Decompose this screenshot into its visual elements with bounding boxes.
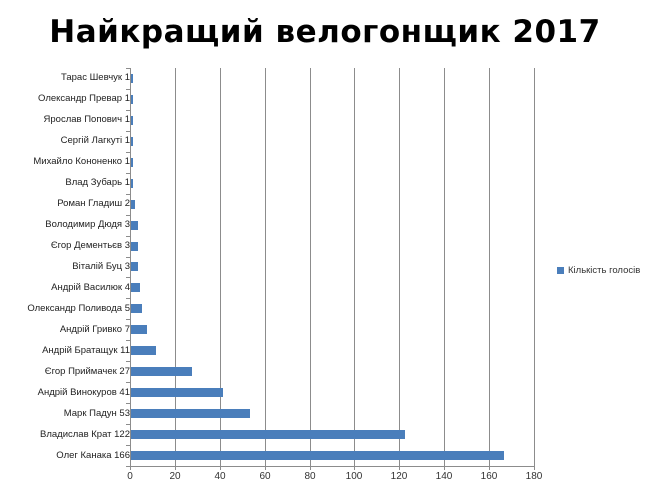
y-category-label: Сергій Лагкуті 1 xyxy=(60,135,130,146)
x-tick xyxy=(534,466,535,470)
y-tick xyxy=(126,403,130,404)
x-tick-label: 0 xyxy=(127,471,133,482)
bar xyxy=(131,409,250,418)
y-tick xyxy=(126,236,130,237)
x-tick-label: 80 xyxy=(304,471,316,482)
y-tick xyxy=(126,424,130,425)
y-tick xyxy=(126,361,130,362)
gridline xyxy=(220,68,221,466)
x-tick-label: 160 xyxy=(480,471,498,482)
bar xyxy=(131,262,138,271)
bar xyxy=(131,137,133,146)
y-category-label: Андрій Братащук 11 xyxy=(42,345,130,356)
x-tick xyxy=(130,466,131,470)
bar xyxy=(131,388,223,397)
x-tick-label: 20 xyxy=(169,471,181,482)
y-tick xyxy=(126,277,130,278)
y-category-label: Єгор Приймачек 27 xyxy=(44,366,130,377)
y-tick xyxy=(126,466,130,467)
x-tick xyxy=(265,466,266,470)
gridline xyxy=(489,68,490,466)
y-tick xyxy=(126,257,130,258)
y-tick xyxy=(126,152,130,153)
bar xyxy=(131,95,133,104)
bar xyxy=(131,304,142,313)
x-tick-label: 100 xyxy=(345,471,363,482)
gridline xyxy=(265,68,266,466)
bar xyxy=(131,283,140,292)
legend: Кількість голосів xyxy=(557,265,640,276)
y-tick xyxy=(126,445,130,446)
gridline xyxy=(354,68,355,466)
gridline xyxy=(175,68,176,466)
x-tick-label: 140 xyxy=(435,471,453,482)
legend-label: Кількість голосів xyxy=(568,265,641,276)
y-category-label: Олександр Поливода 5 xyxy=(27,303,130,314)
y-category-label: Андрій Винокуров 41 xyxy=(37,387,130,398)
bar xyxy=(131,200,135,209)
x-tick xyxy=(220,466,221,470)
x-tick xyxy=(399,466,400,470)
y-category-label: Владислав Крат 122 xyxy=(39,429,130,440)
bar xyxy=(131,346,156,355)
y-category-label: Андрій Василюк 4 xyxy=(51,282,130,293)
y-category-label: Тарас Шевчук 1 xyxy=(60,72,130,83)
y-axis xyxy=(130,68,131,466)
bar xyxy=(131,158,133,167)
y-tick xyxy=(126,131,130,132)
bar xyxy=(131,74,133,83)
bar xyxy=(131,451,504,460)
y-category-label: Володимир Дюдя 3 xyxy=(45,219,130,230)
y-category-label: Ярослав Попович 1 xyxy=(43,114,130,125)
x-tick-label: 60 xyxy=(259,471,271,482)
y-tick xyxy=(126,319,130,320)
y-category-label: Роман Гладиш 2 xyxy=(57,198,130,209)
y-category-label: Марк Падун 53 xyxy=(63,408,130,419)
legend-swatch-icon xyxy=(557,267,564,274)
y-category-label: Віталій Буц 3 xyxy=(72,261,130,272)
y-category-label: Олег Канака 166 xyxy=(56,450,130,461)
y-tick xyxy=(126,173,130,174)
y-category-label: Олександр Превар 1 xyxy=(38,93,130,104)
gridline xyxy=(444,68,445,466)
bar xyxy=(131,116,133,125)
y-tick xyxy=(126,340,130,341)
y-tick xyxy=(126,110,130,111)
x-tick xyxy=(175,466,176,470)
x-tick xyxy=(354,466,355,470)
bar xyxy=(131,367,192,376)
y-category-label: Єгор Дементьєв 3 xyxy=(50,240,130,251)
gridline xyxy=(310,68,311,466)
gridline xyxy=(534,68,535,466)
x-tick-label: 40 xyxy=(214,471,226,482)
bar xyxy=(131,430,405,439)
y-category-label: Михайло Кононенко 1 xyxy=(33,156,130,167)
x-tick xyxy=(489,466,490,470)
bar xyxy=(131,221,138,230)
gridline xyxy=(399,68,400,466)
y-tick xyxy=(126,194,130,195)
y-tick xyxy=(126,215,130,216)
x-tick xyxy=(310,466,311,470)
y-category-label: Влад Зубарь 1 xyxy=(65,177,130,188)
y-tick xyxy=(126,89,130,90)
x-tick xyxy=(444,466,445,470)
x-tick-label: 120 xyxy=(390,471,408,482)
y-tick xyxy=(126,298,130,299)
y-category-label: Андрій Гривко 7 xyxy=(59,324,130,335)
bar xyxy=(131,242,138,251)
x-axis xyxy=(130,466,535,467)
y-tick xyxy=(126,68,130,69)
bar xyxy=(131,179,133,188)
bar xyxy=(131,325,147,334)
y-tick xyxy=(126,382,130,383)
chart-title: Найкращий велогонщик 2017 xyxy=(49,14,601,50)
x-tick-label: 180 xyxy=(525,471,543,482)
